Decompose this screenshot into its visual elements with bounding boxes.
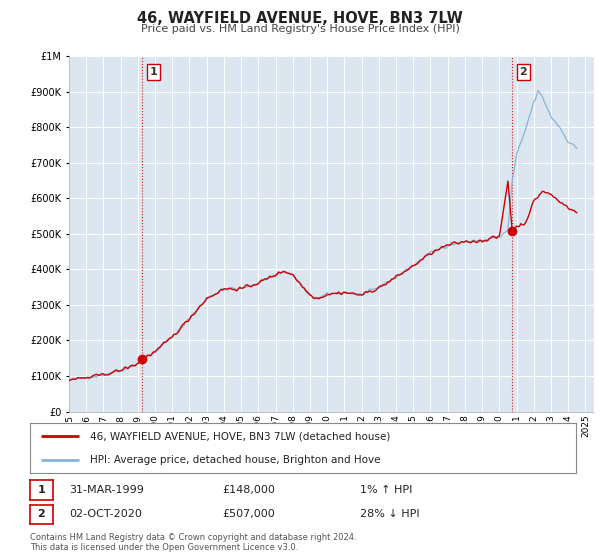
Text: 28% ↓ HPI: 28% ↓ HPI — [360, 509, 419, 519]
Text: 2: 2 — [38, 509, 45, 519]
Text: 2: 2 — [520, 67, 527, 77]
Text: 1: 1 — [149, 67, 157, 77]
Text: £507,000: £507,000 — [222, 509, 275, 519]
Text: This data is licensed under the Open Government Licence v3.0.: This data is licensed under the Open Gov… — [30, 543, 298, 552]
Text: 02-OCT-2020: 02-OCT-2020 — [69, 509, 142, 519]
Text: 1% ↑ HPI: 1% ↑ HPI — [360, 485, 412, 495]
Text: HPI: Average price, detached house, Brighton and Hove: HPI: Average price, detached house, Brig… — [90, 455, 380, 465]
Text: 1: 1 — [38, 485, 45, 495]
Text: Price paid vs. HM Land Registry's House Price Index (HPI): Price paid vs. HM Land Registry's House … — [140, 24, 460, 34]
Text: 31-MAR-1999: 31-MAR-1999 — [69, 485, 144, 495]
Text: £148,000: £148,000 — [222, 485, 275, 495]
Text: Contains HM Land Registry data © Crown copyright and database right 2024.: Contains HM Land Registry data © Crown c… — [30, 533, 356, 542]
Text: 46, WAYFIELD AVENUE, HOVE, BN3 7LW: 46, WAYFIELD AVENUE, HOVE, BN3 7LW — [137, 11, 463, 26]
Text: 46, WAYFIELD AVENUE, HOVE, BN3 7LW (detached house): 46, WAYFIELD AVENUE, HOVE, BN3 7LW (deta… — [90, 431, 391, 441]
